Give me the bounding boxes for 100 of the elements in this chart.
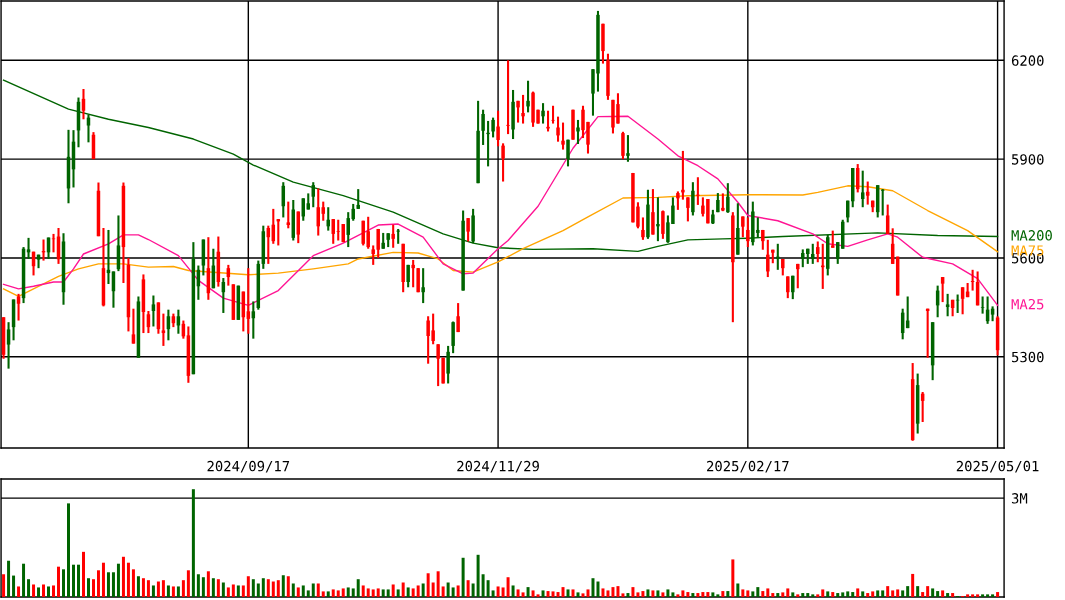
bar [27,579,31,597]
bar [736,583,740,597]
candlestick [161,312,166,347]
bar [476,554,480,597]
bar [531,590,535,597]
bar [176,586,180,597]
candlestick [970,268,975,292]
bar [371,589,375,597]
bar [706,592,710,597]
bar [91,579,95,597]
candlestick [661,209,665,240]
bar [166,585,170,597]
x-tick-label: 2025/05/01 [956,460,1039,473]
candlestick [561,121,565,151]
bar [266,579,270,597]
bar [701,592,705,597]
candlestick [686,196,690,223]
candlestick [491,116,495,139]
bar [866,593,870,597]
bar [67,503,70,597]
bar [391,584,395,597]
candlestick [696,176,700,206]
bar [301,585,305,597]
bar [251,579,255,597]
candlestick [286,200,291,230]
bar [871,591,875,597]
y-tick-label: 5300 [1012,351,1044,363]
candlestick [816,240,820,264]
bar [201,577,205,597]
bar [171,586,175,597]
bar [206,571,210,597]
bar [801,593,805,597]
bar [646,589,650,597]
bar [861,591,865,597]
bar [551,591,555,597]
bar [196,574,200,597]
bar [796,594,800,597]
bar [936,591,940,597]
candlestick [651,188,655,236]
bar [436,571,440,597]
bar [42,584,46,597]
bar [536,594,540,597]
bar [291,583,295,597]
bar [896,589,900,597]
bar [876,590,880,597]
bar [766,588,770,597]
x-tick-label: 2025/02/17 [707,460,789,473]
bar [221,582,225,597]
bar [786,588,790,597]
bar [401,582,405,597]
candlestick [321,200,325,222]
bar [146,580,150,597]
bar [946,593,950,597]
bar [47,586,51,597]
candlestick [26,236,31,260]
bar [22,563,26,597]
bar [516,589,520,597]
bar [396,589,400,597]
bar [226,587,230,597]
line-series [2,115,999,307]
candlestick [521,93,525,125]
bar [596,581,600,597]
bar [381,589,385,597]
bar [656,590,660,597]
bar [52,585,56,597]
bar [911,573,915,597]
bar [431,582,435,597]
bar [716,594,720,597]
candlestick [311,181,316,209]
bar [416,585,420,597]
bar [326,591,330,597]
bar [921,592,925,597]
bar [891,590,895,597]
candlestick [980,295,985,315]
bar [406,587,410,597]
candlestick [746,216,750,249]
candlestick [526,79,530,114]
bar [346,587,350,597]
bar [131,569,135,597]
bar [981,594,985,597]
candlestick [451,320,455,355]
bar [836,593,840,597]
candlestick [131,307,136,345]
candlestick [326,206,330,232]
bar [771,593,775,597]
bar [286,576,290,597]
bar [826,591,830,597]
bar [12,575,16,597]
bar [261,578,265,597]
bar [991,594,995,597]
bar [746,590,750,597]
bar [336,590,340,597]
candlestick [621,130,625,161]
bar [281,575,285,597]
bar [341,588,345,597]
bar [886,586,890,597]
candlestick [551,104,555,125]
candlestick [391,223,395,249]
candlestick [501,142,505,183]
bar [2,574,6,597]
